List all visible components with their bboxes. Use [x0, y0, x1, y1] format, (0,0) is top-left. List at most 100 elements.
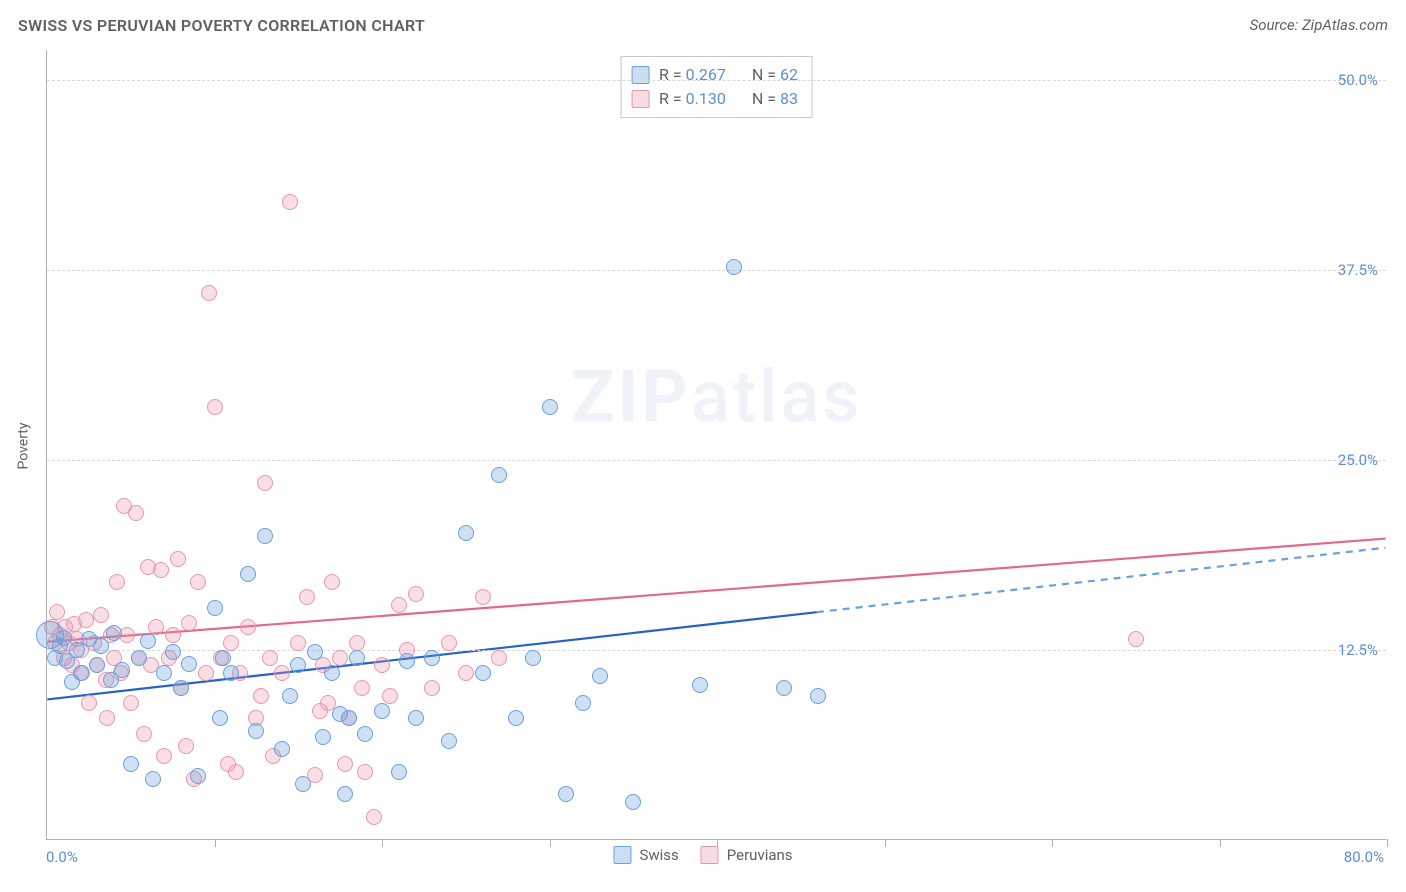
gridline [47, 460, 1386, 461]
data-point-pink [257, 475, 273, 491]
data-point-blue [810, 688, 826, 704]
data-point-pink [458, 665, 474, 681]
swatch-pink [701, 846, 719, 864]
data-point-pink [123, 695, 139, 711]
gridline [47, 80, 1386, 81]
data-point-blue [140, 633, 156, 649]
data-point-pink [274, 665, 290, 681]
y-tick-label: 37.5% [1338, 261, 1378, 279]
data-point-blue [399, 653, 415, 669]
data-point-pink [354, 680, 370, 696]
data-point-blue [374, 703, 390, 719]
watermark: ZIPatlas [571, 355, 862, 440]
data-point-blue [165, 644, 181, 660]
y-axis-label: Poverty [16, 422, 32, 469]
data-point-pink [1128, 631, 1144, 647]
data-point-blue [525, 650, 541, 666]
data-point-pink [349, 635, 365, 651]
y-tick-label: 25.0% [1338, 451, 1378, 469]
stats-row-swiss: R = 0.267 N = 62 [631, 63, 798, 87]
x-tick [885, 839, 886, 847]
data-point-pink [153, 562, 169, 578]
data-point-pink [253, 688, 269, 704]
data-point-pink [207, 399, 223, 415]
data-point-pink [491, 650, 507, 666]
x-tick [382, 839, 383, 847]
data-point-pink [391, 597, 407, 613]
data-point-blue [391, 764, 407, 780]
data-point-blue [257, 528, 273, 544]
data-point-blue [692, 677, 708, 693]
data-point-blue [475, 665, 491, 681]
data-point-blue [315, 729, 331, 745]
data-point-pink [128, 505, 144, 521]
data-point-pink [332, 650, 348, 666]
data-point-blue [212, 710, 228, 726]
data-point-pink [198, 665, 214, 681]
data-point-blue [575, 695, 591, 711]
data-point-blue [424, 650, 440, 666]
data-point-pink [424, 680, 440, 696]
data-point-blue [307, 644, 323, 660]
y-tick-label: 50.0% [1338, 71, 1378, 89]
x-axis-min-label: 0.0% [46, 848, 78, 866]
data-point-pink [262, 650, 278, 666]
data-point-blue [173, 680, 189, 696]
data-point-blue [106, 625, 122, 641]
data-point-pink [382, 688, 398, 704]
x-tick [215, 839, 216, 847]
data-point-pink [299, 589, 315, 605]
data-point-blue [408, 710, 424, 726]
data-point-blue [290, 657, 306, 673]
data-point-blue [73, 665, 89, 681]
data-point-blue [56, 630, 72, 646]
data-point-blue [248, 723, 264, 739]
data-point-pink [408, 586, 424, 602]
data-point-pink [228, 764, 244, 780]
data-point-pink [78, 612, 94, 628]
gridline [47, 650, 1386, 651]
data-point-blue [156, 665, 172, 681]
data-point-blue [295, 776, 311, 792]
swatch-pink [631, 90, 649, 108]
x-axis-max-label: 80.0% [1344, 848, 1384, 866]
data-point-blue [349, 650, 365, 666]
data-point-blue [131, 650, 147, 666]
data-point-pink [282, 194, 298, 210]
data-point-blue [274, 741, 290, 757]
data-point-blue [181, 656, 197, 672]
chart-title: SWISS VS PERUVIAN POVERTY CORRELATION CH… [18, 16, 425, 35]
data-point-pink [136, 726, 152, 742]
data-point-blue [458, 525, 474, 541]
data-point-blue [542, 399, 558, 415]
data-point-pink [178, 738, 194, 754]
data-point-blue [625, 794, 641, 810]
data-point-blue [223, 665, 239, 681]
data-point-blue [592, 668, 608, 684]
data-point-blue [89, 657, 105, 673]
data-point-pink [223, 635, 239, 651]
data-point-blue [491, 467, 507, 483]
source-attribution: Source: ZipAtlas.com [1250, 16, 1388, 34]
stats-row-peruvians: R = 0.130 N = 83 [631, 87, 798, 111]
data-point-pink [49, 604, 65, 620]
data-point-blue [357, 726, 373, 742]
x-tick [1052, 839, 1053, 847]
data-point-pink [165, 627, 181, 643]
legend-item-peruvians: Peruvians [701, 846, 793, 864]
data-point-blue [341, 710, 357, 726]
data-point-pink [81, 695, 97, 711]
data-point-pink [324, 574, 340, 590]
data-point-blue [726, 259, 742, 275]
data-point-pink [240, 619, 256, 635]
data-point-pink [170, 551, 186, 567]
data-point-pink [93, 607, 109, 623]
scatter-plot-area: ZIPatlas R = 0.267 N = 62 R = 0.130 N = … [46, 50, 1386, 840]
y-tick-label: 12.5% [1338, 641, 1378, 659]
x-tick [550, 839, 551, 847]
data-point-pink [374, 657, 390, 673]
x-tick [1387, 839, 1388, 847]
data-point-blue [508, 710, 524, 726]
data-point-blue [93, 638, 109, 654]
data-point-blue [145, 771, 161, 787]
